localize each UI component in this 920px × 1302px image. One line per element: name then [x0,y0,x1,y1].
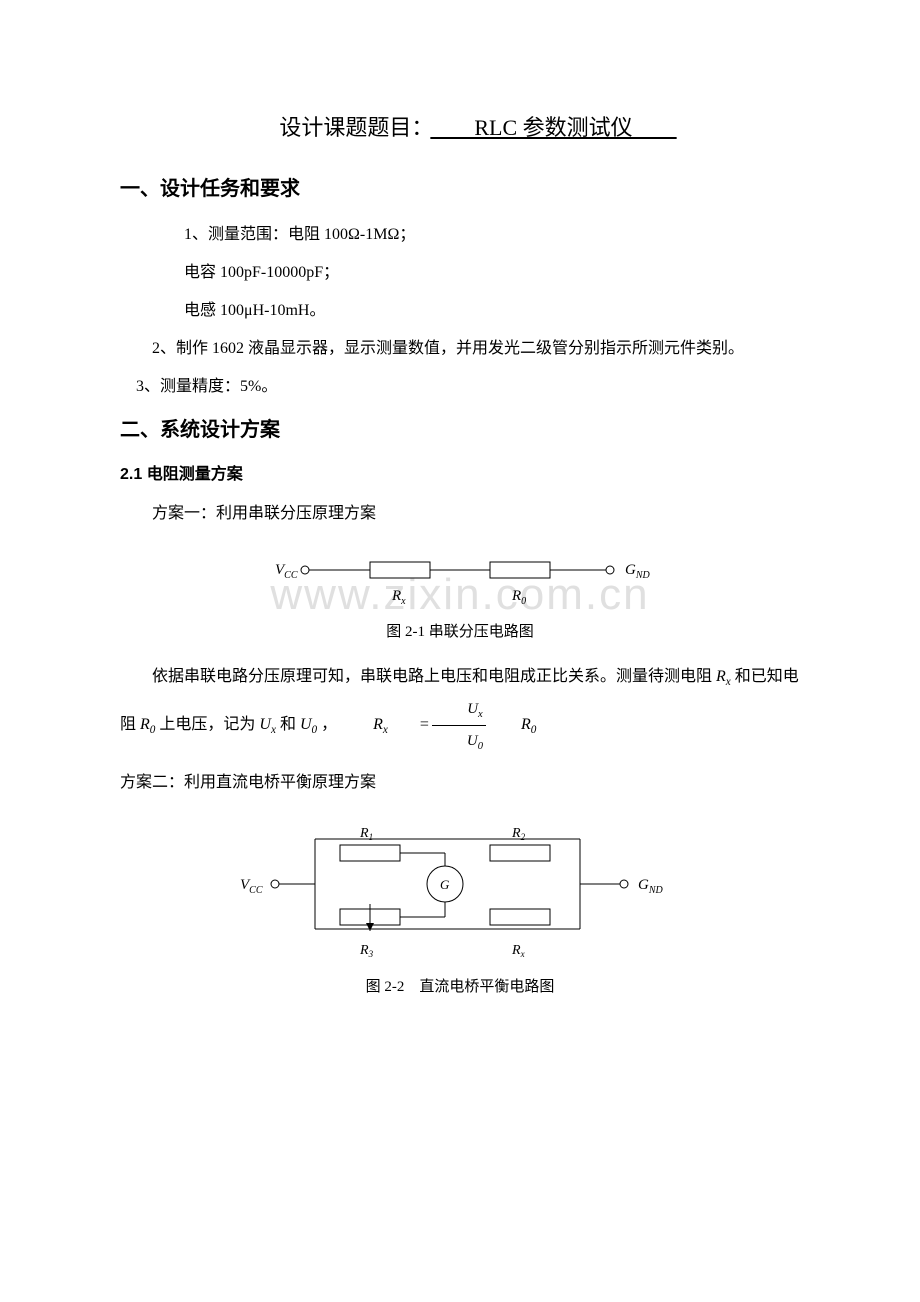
figure-2-1: VCC GND Rx R0 [120,540,800,610]
para1-c: 上电压，记为 [155,716,259,733]
para1-r0: R0 [140,716,155,733]
page-title: 设计课题题目： RLC 参数测试仪 [120,110,800,142]
plan1-text: 方案一：利用串联分压原理方案 [120,498,800,530]
svg-text:R3: R3 [359,943,374,959]
figure-2-2: VCC GND R1 R2 R3 Rx G [120,809,800,959]
sec1-item1c: 电感 100μH-10mH。 [120,295,800,327]
section-1-heading: 一、设计任务和要求 [120,172,800,201]
svg-text:R1: R1 [359,826,373,842]
para1-d: 和 [276,716,300,733]
sec1-item2: 2、制作 1602 液晶显示器，显示测量数值，并用发光二级管分别指示所测元件类别… [120,333,800,365]
plan2-text: 方案二：利用直流电桥平衡原理方案 [120,767,800,799]
series-circuit-svg: VCC GND Rx R0 [250,540,670,610]
paragraph-derivation: 依据串联电路分压原理可知，串联电路上电压和电阻成正比关系。测量待测电阻 Rx 和… [120,661,800,757]
svg-text:Rx: Rx [391,588,406,607]
sec1-item3: 3、测量精度：5%。 [120,371,800,403]
svg-text:R2: R2 [511,826,526,842]
title-prefix: 设计课题题目： [279,115,422,140]
svg-text:VCC: VCC [275,562,298,581]
svg-text:Rx: Rx [511,943,525,959]
para1-a: 依据串联电路分压原理可知，串联电路上电压和电阻成正比关系。测量待测电阻 [152,668,716,685]
bridge-circuit-svg: VCC GND R1 R2 R3 Rx G [220,809,700,959]
figure-2-2-caption: 图 2-2 直流电桥平衡电路图 [120,975,800,996]
svg-text:G: G [440,877,450,892]
sec1-item1b: 电容 100pF-10000pF； [120,257,800,289]
section-2-heading: 二、系统设计方案 [120,413,800,442]
page-content: 设计课题题目： RLC 参数测试仪 一、设计任务和要求 1、测量范围：电阻 10… [120,110,800,996]
sec1-item1a: 1、测量范围：电阻 100Ω-1MΩ； [120,219,800,251]
svg-text:VCC: VCC [240,877,263,896]
para1-e: ， [317,716,337,733]
section-2-1-heading: 2.1 电阻测量方案 [120,460,800,484]
para1-u0: U0 [300,716,317,733]
svg-text:GND: GND [638,877,664,896]
formula-rx: Rx = Ux U0 R0 [341,694,536,757]
title-underlined: RLC 参数测试仪 [422,115,684,140]
svg-text:R0: R0 [511,588,526,607]
para1-ux: Ux [259,716,276,733]
para1-rx: Rx [716,668,731,685]
figure-2-1-caption: 图 2-1 串联分压电路图 [120,620,800,641]
svg-text:GND: GND [625,562,651,581]
